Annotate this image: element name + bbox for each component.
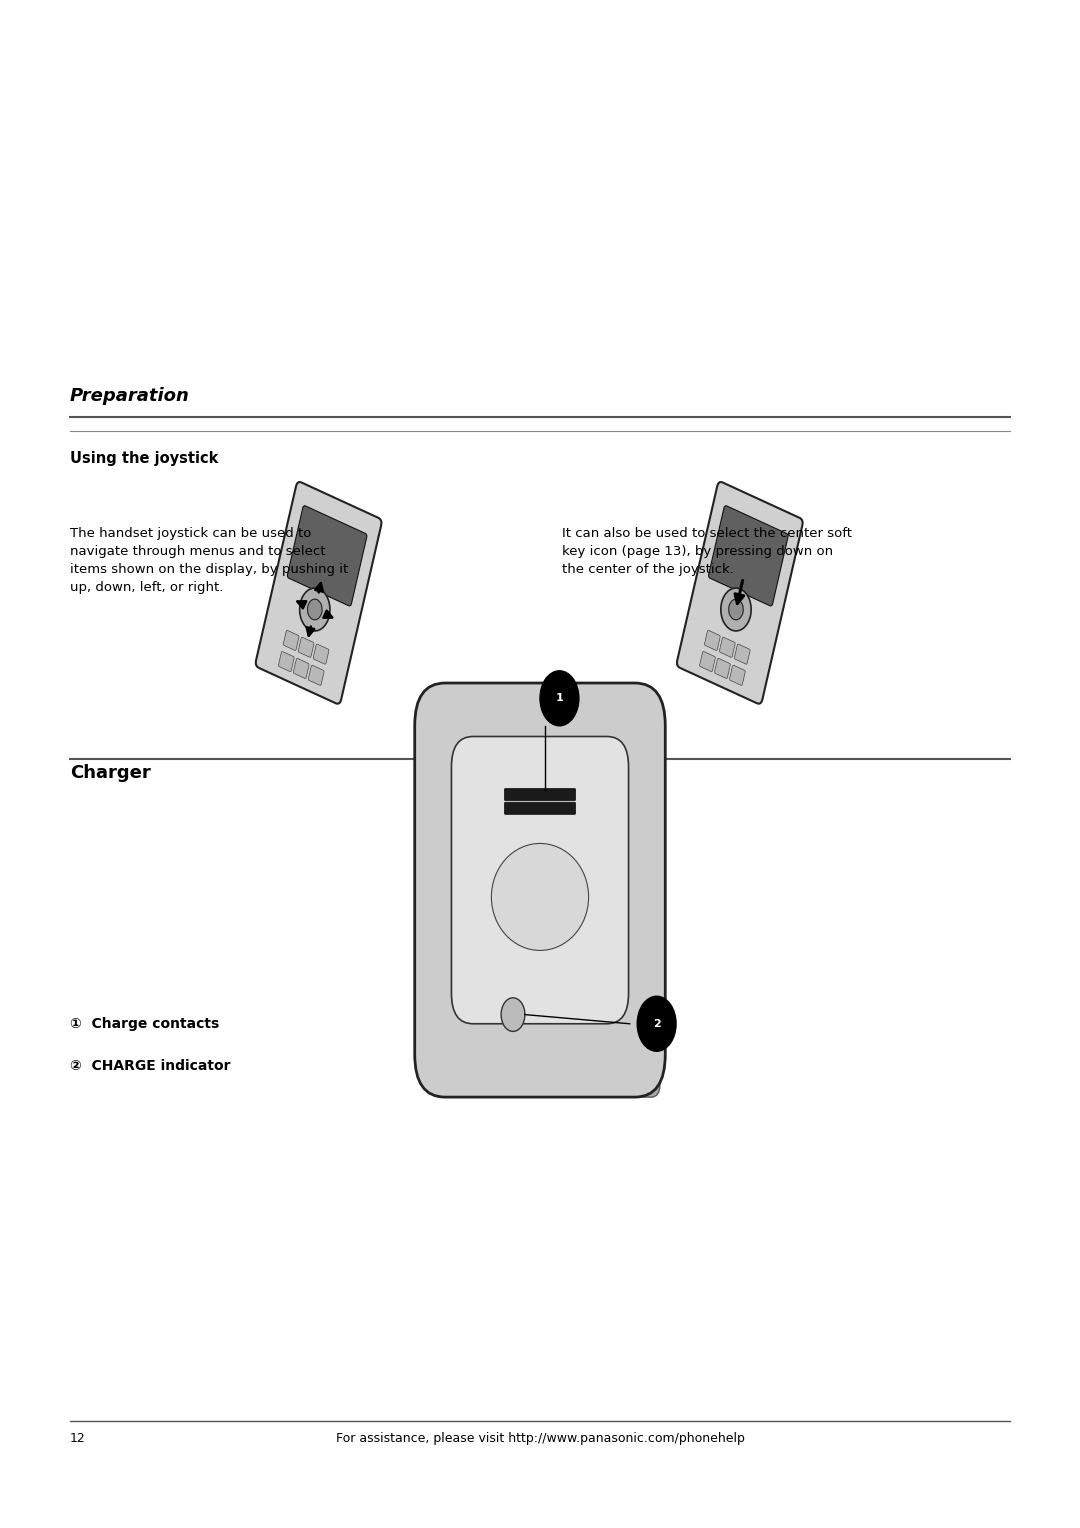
FancyBboxPatch shape [700, 651, 715, 672]
Circle shape [308, 599, 322, 620]
Text: Charger: Charger [70, 764, 151, 782]
FancyBboxPatch shape [294, 659, 309, 678]
Ellipse shape [491, 843, 589, 950]
Text: It can also be used to select the center soft
key icon (page 13), by pressing do: It can also be used to select the center… [562, 527, 852, 576]
FancyBboxPatch shape [256, 481, 381, 704]
Circle shape [637, 996, 676, 1051]
FancyBboxPatch shape [451, 736, 629, 1024]
Text: ①  Charge contacts: ① Charge contacts [70, 1018, 219, 1031]
Circle shape [540, 671, 579, 726]
FancyBboxPatch shape [504, 802, 576, 814]
FancyBboxPatch shape [704, 631, 720, 651]
Text: 1: 1 [555, 694, 564, 703]
Circle shape [720, 588, 752, 631]
Circle shape [299, 588, 330, 631]
FancyBboxPatch shape [715, 659, 730, 678]
FancyBboxPatch shape [504, 788, 576, 801]
FancyBboxPatch shape [719, 637, 735, 657]
FancyBboxPatch shape [279, 651, 294, 672]
Text: Preparation: Preparation [70, 387, 190, 405]
FancyBboxPatch shape [415, 683, 665, 1097]
FancyBboxPatch shape [432, 1019, 660, 1097]
Text: ②  CHARGE indicator: ② CHARGE indicator [70, 1059, 230, 1073]
Circle shape [729, 599, 743, 620]
FancyBboxPatch shape [298, 637, 314, 657]
FancyBboxPatch shape [708, 506, 788, 607]
Text: 12: 12 [70, 1432, 85, 1445]
Text: For assistance, please visit http://www.panasonic.com/phonehelp: For assistance, please visit http://www.… [336, 1432, 744, 1445]
FancyBboxPatch shape [283, 631, 299, 651]
Text: 2: 2 [652, 1019, 661, 1028]
Text: Using the joystick: Using the joystick [70, 451, 218, 466]
Text: The handset joystick can be used to
navigate through menus and to select
items s: The handset joystick can be used to navi… [70, 527, 348, 594]
FancyBboxPatch shape [730, 665, 745, 686]
FancyBboxPatch shape [309, 665, 324, 686]
FancyBboxPatch shape [313, 645, 329, 665]
Circle shape [501, 998, 525, 1031]
FancyBboxPatch shape [677, 481, 802, 704]
FancyBboxPatch shape [734, 645, 751, 665]
FancyBboxPatch shape [287, 506, 367, 607]
